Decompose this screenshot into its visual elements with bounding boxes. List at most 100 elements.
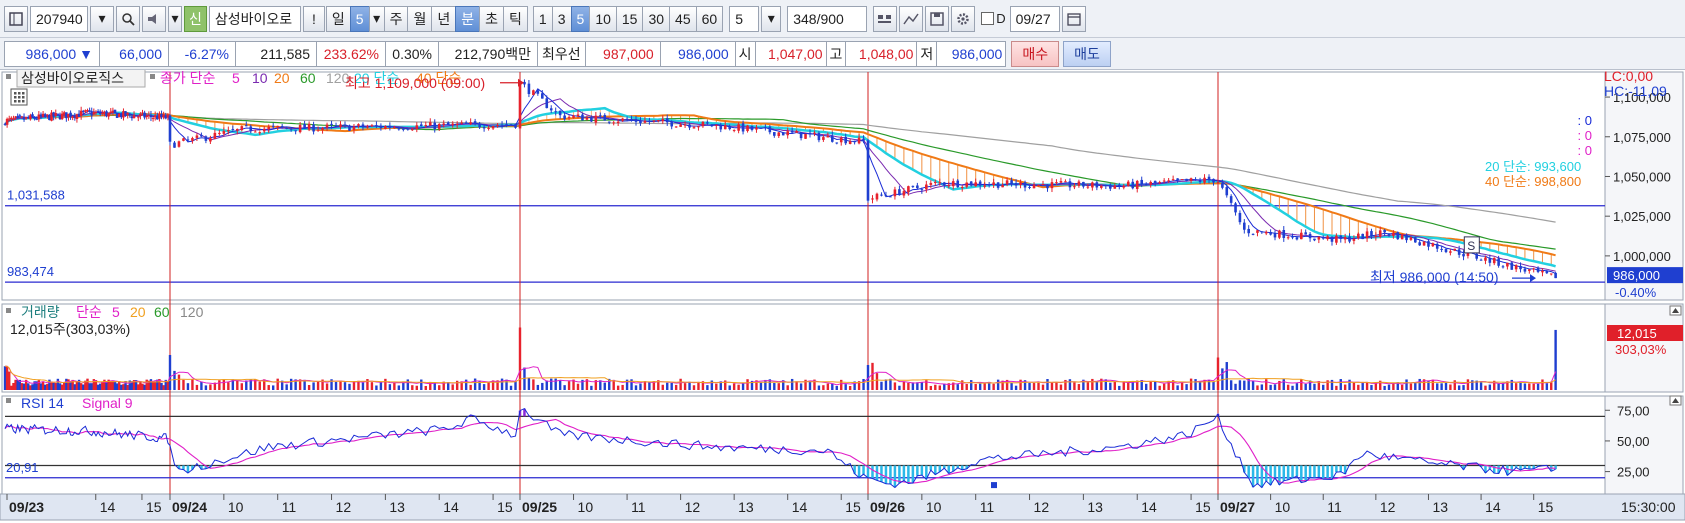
x-tick-label: 14 xyxy=(443,499,459,515)
gear-icon[interactable] xyxy=(951,5,976,32)
price-panel-frame-axis xyxy=(1604,71,1684,301)
day-count-dropdown-icon[interactable]: ▾ xyxy=(368,5,385,32)
candle-body xyxy=(710,124,714,127)
candle-body xyxy=(795,131,798,133)
d-checkbox[interactable] xyxy=(981,12,995,25)
tab-month[interactable]: 월 xyxy=(407,5,433,32)
volume-bar xyxy=(1422,379,1426,390)
candle-body xyxy=(67,113,70,118)
candle-body xyxy=(652,120,656,122)
tab-tick[interactable]: 틱 xyxy=(503,5,528,32)
search-icon[interactable] xyxy=(116,5,140,32)
chevron-down-icon[interactable]: ▾ xyxy=(90,5,114,32)
candle-body xyxy=(621,118,624,121)
tab-day[interactable]: 일 xyxy=(325,5,351,32)
volume-bar xyxy=(115,383,119,390)
candle-body xyxy=(54,113,58,116)
volume-bar xyxy=(1260,384,1264,390)
candle-body xyxy=(375,125,378,127)
candle-body xyxy=(285,127,288,129)
volume-bar xyxy=(853,381,856,390)
candle-body xyxy=(249,126,253,132)
candle-body xyxy=(750,126,754,130)
volume-bar xyxy=(938,385,941,390)
count-field[interactable]: 348 /900 xyxy=(787,5,868,32)
minute-option-45[interactable]: 45 xyxy=(669,5,697,32)
candle-body xyxy=(1308,233,1312,239)
candle-body xyxy=(938,182,942,184)
candle-body xyxy=(898,189,901,196)
alert-button[interactable]: ! xyxy=(302,5,325,32)
candle-body xyxy=(1109,184,1112,189)
stock-name-field[interactable]: 삼성바이오로 xyxy=(208,5,301,32)
layout-icon[interactable] xyxy=(4,5,28,32)
candle-body xyxy=(1014,182,1018,186)
candle-body xyxy=(1131,181,1135,189)
candle-body xyxy=(258,132,262,134)
tab-minute[interactable]: 분 xyxy=(455,5,481,32)
candle-body xyxy=(1352,238,1356,241)
candle-body xyxy=(1238,212,1242,223)
chart-area[interactable]: 1,100,000 1,075,000 1,050,000 1,025,000 1,00… xyxy=(0,68,1685,523)
candle-body xyxy=(1541,270,1544,273)
volume-bar xyxy=(325,383,329,390)
candle-body xyxy=(1176,178,1179,181)
ma10-value: : 0 xyxy=(1578,128,1592,143)
candle-body xyxy=(572,115,575,118)
sell-button[interactable]: 매도 xyxy=(1063,40,1111,67)
candle-body xyxy=(46,114,49,116)
candle-body xyxy=(231,129,235,131)
price-tick-label: 1,075,000 xyxy=(1613,130,1671,145)
volume-box-pct: 303,03% xyxy=(1615,342,1667,357)
trend-tool-icon[interactable] xyxy=(899,5,924,32)
x-tick-label: 11 xyxy=(1327,499,1342,515)
buy-button[interactable]: 매수 xyxy=(1011,40,1060,67)
volume-bar xyxy=(334,381,338,390)
candle-body xyxy=(1140,179,1144,184)
stock-code-input[interactable]: 207940 xyxy=(30,5,88,32)
candle-body xyxy=(523,81,526,85)
volume-bar xyxy=(1171,380,1175,390)
candle-body xyxy=(7,118,11,120)
calendar-icon[interactable] xyxy=(1061,5,1086,32)
candle-body xyxy=(505,124,508,126)
candle-body xyxy=(141,112,144,114)
minute-option-1[interactable]: 1 xyxy=(532,5,553,32)
chart-svg[interactable]: 1,100,000 1,075,000 1,050,000 1,025,000 1,00… xyxy=(0,68,1685,523)
volume-bar xyxy=(139,381,142,390)
tab-year[interactable]: 년 xyxy=(431,5,457,32)
volume-bar xyxy=(141,383,144,390)
volume-bar xyxy=(1229,380,1233,390)
volume-bar xyxy=(122,384,125,390)
minute-option-15[interactable]: 15 xyxy=(615,5,644,32)
volume-bar xyxy=(348,383,351,390)
x-last-label: 15:30:00 xyxy=(1621,499,1676,515)
grid-icon[interactable] xyxy=(873,5,898,32)
tab-week[interactable]: 주 xyxy=(383,5,409,32)
candle-body xyxy=(1506,262,1509,267)
candle-body xyxy=(1357,233,1360,239)
minute-option-10[interactable]: 10 xyxy=(589,5,617,32)
candle-body xyxy=(134,115,138,117)
candle-body xyxy=(145,115,149,117)
volume-bar xyxy=(1167,380,1170,390)
candle-body xyxy=(634,118,638,122)
candle-body xyxy=(1295,237,1299,240)
interval-input[interactable]: 5 xyxy=(729,5,760,32)
speaker-dropdown-icon[interactable]: ▾ xyxy=(168,5,182,32)
day-count-value[interactable]: 5 xyxy=(349,5,370,32)
minute-option-30[interactable]: 30 xyxy=(642,5,671,32)
volume-bar xyxy=(330,379,333,390)
volume-bar xyxy=(1037,382,1040,390)
minute-option-3[interactable]: 3 xyxy=(551,5,572,32)
minute-option-60[interactable]: 60 xyxy=(695,5,724,32)
interval-dropdown-icon[interactable]: ▾ xyxy=(761,5,782,32)
candle-body xyxy=(84,110,87,112)
minute-option-5[interactable]: 5 xyxy=(570,5,591,32)
speaker-icon[interactable] xyxy=(142,5,166,32)
candle-body xyxy=(105,111,108,117)
date-input[interactable]: 09/27 xyxy=(1009,5,1060,32)
save-icon[interactable] xyxy=(925,5,950,32)
tab-second[interactable]: 초 xyxy=(479,5,505,32)
candle-body xyxy=(75,114,79,119)
